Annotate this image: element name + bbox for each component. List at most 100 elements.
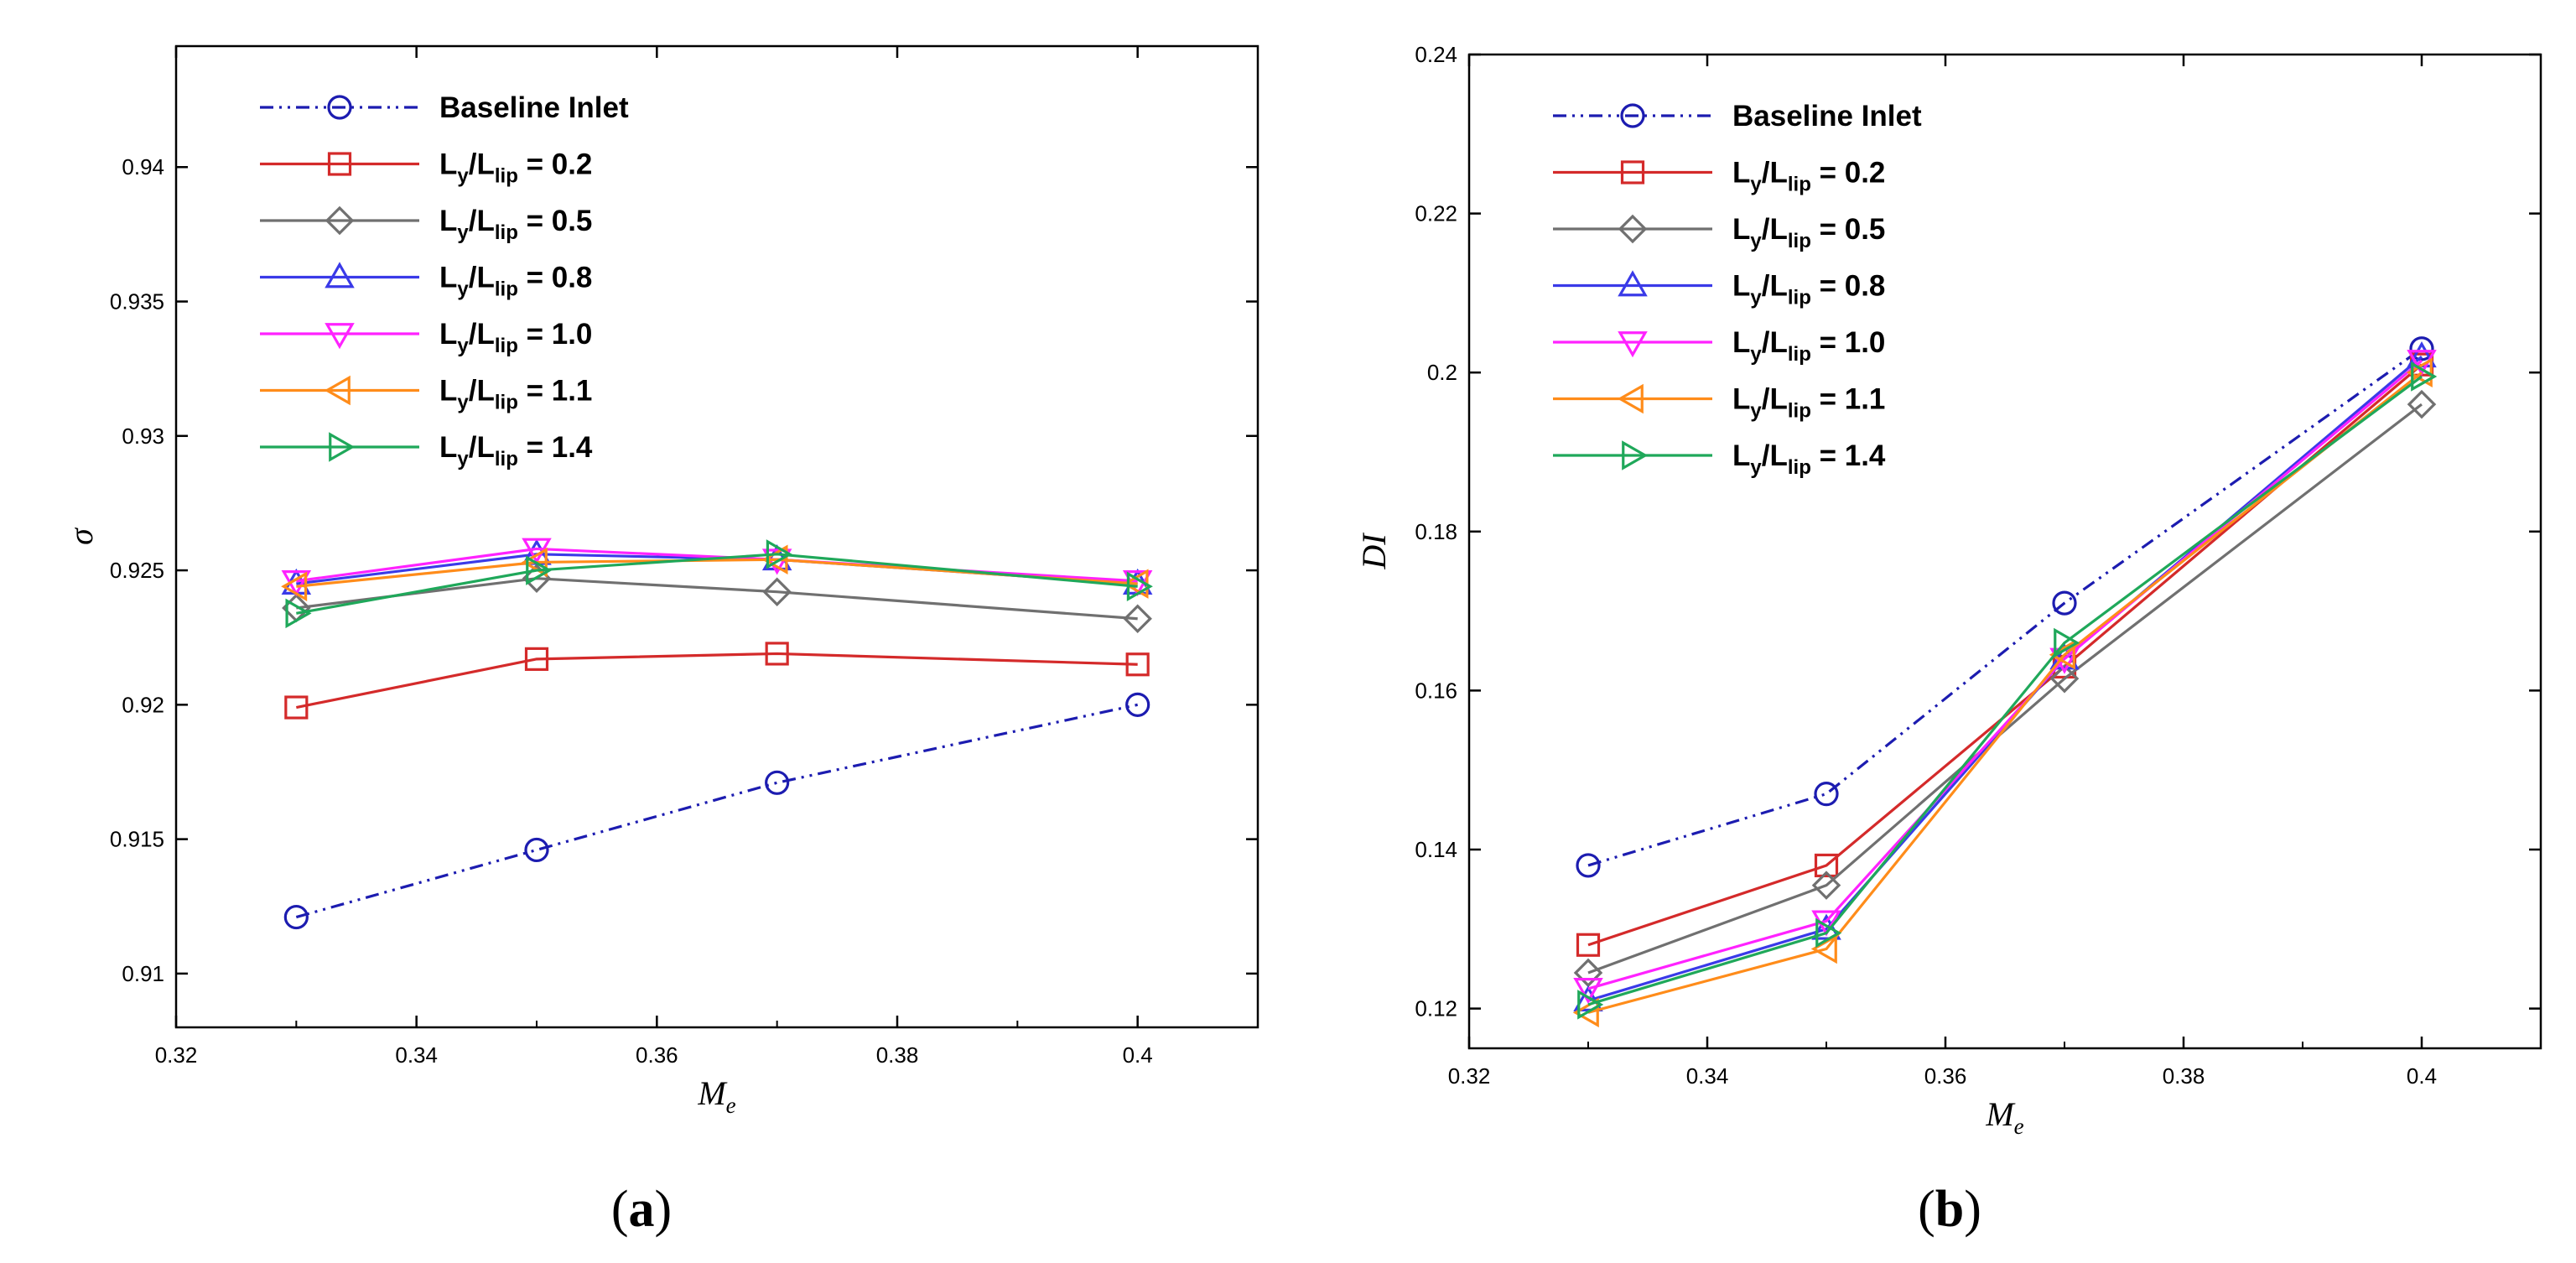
data-point-r05 bbox=[1123, 604, 1152, 634]
legend-label-mid: /L bbox=[469, 262, 495, 294]
legend-marker bbox=[1620, 103, 1645, 128]
data-point-baseline bbox=[283, 904, 309, 930]
series-r05 bbox=[1573, 389, 2437, 988]
legend-label-main: Baseline Inlet bbox=[439, 91, 629, 124]
legend-label-tail: = 1.1 bbox=[518, 375, 593, 408]
legend-marker bbox=[1618, 331, 1648, 358]
legend-marker bbox=[1620, 160, 1645, 185]
legend-item-r05: Ly/Llip = 0.5 bbox=[1553, 213, 1885, 252]
x-tick-label: 0.38 bbox=[876, 1042, 919, 1068]
legend-label: Ly/Llip = 1.1 bbox=[439, 375, 592, 414]
series-line-r14 bbox=[296, 553, 1138, 615]
x-tick-label: 0.32 bbox=[155, 1042, 198, 1068]
legend-label-sub: y bbox=[457, 221, 469, 244]
legend-label: Ly/Llip = 0.5 bbox=[1732, 213, 1885, 252]
legend-label-mid: /L bbox=[469, 375, 495, 408]
legend-item-r10: Ly/Llip = 1.0 bbox=[260, 318, 592, 357]
y-tick-label: 0.915 bbox=[110, 827, 164, 852]
series-r02 bbox=[284, 642, 1150, 720]
chart-a: 0.32 0.34 0.36 0.38 0.4 0.91 0.915 0.92 0.925 0.9… bbox=[62, 44, 1259, 1238]
legend-label-mid: /L bbox=[1762, 439, 1788, 472]
data-point-baseline bbox=[1814, 782, 1839, 807]
data-point-r02 bbox=[284, 695, 309, 720]
panel-label-close: ) bbox=[1964, 1181, 1981, 1238]
legend-label-sub: y bbox=[457, 165, 469, 188]
legend-label-mid: /L bbox=[469, 205, 495, 237]
series-line-r02 bbox=[296, 652, 1138, 709]
y-tick-label: 0.925 bbox=[110, 558, 164, 583]
legend-item-r11: Ly/Llip = 1.1 bbox=[1553, 383, 1885, 423]
legend-item-r05: Ly/Llip = 0.5 bbox=[260, 205, 592, 244]
panel-label-open: ( bbox=[611, 1181, 629, 1238]
legend-label-tail: = 1.4 bbox=[518, 431, 593, 464]
data-point-r02 bbox=[1576, 933, 1601, 957]
panel-label: (b) bbox=[1918, 1181, 1981, 1238]
y-tick-label: 0.22 bbox=[1415, 201, 1457, 226]
legend-item-r14: Ly/Llip = 1.4 bbox=[260, 431, 593, 470]
y-tick-label: 0.2 bbox=[1427, 360, 1457, 385]
data-point-r14 bbox=[1815, 917, 1842, 949]
legend-label: Ly/Llip = 1.0 bbox=[1732, 326, 1885, 366]
legend-label-main: L bbox=[439, 148, 457, 181]
legend-label-sub2: lip bbox=[495, 165, 518, 188]
data-point-r05 bbox=[762, 577, 792, 606]
legend-label-sub2: lip bbox=[495, 278, 518, 301]
legend-marker bbox=[1622, 440, 1649, 470]
legend-marker bbox=[325, 205, 355, 236]
data-point-r11 bbox=[2049, 639, 2075, 670]
legend-marker bbox=[1618, 270, 1648, 297]
legend-label-tail: = 0.5 bbox=[518, 205, 593, 237]
legend-label-tail: = 0.8 bbox=[518, 262, 593, 294]
series-r02 bbox=[1576, 352, 2434, 957]
data-point-r02 bbox=[765, 642, 789, 666]
legend-label: Ly/Llip = 0.5 bbox=[439, 205, 592, 244]
data-point-r02 bbox=[1814, 853, 1839, 878]
data-point-r11 bbox=[1572, 997, 1599, 1028]
y-tick-label: 0.94 bbox=[122, 154, 164, 179]
panel-label: (a) bbox=[611, 1181, 672, 1238]
legend-item-r08: Ly/Llip = 0.8 bbox=[1553, 270, 1885, 309]
legend-label-sub2: lip bbox=[1788, 343, 1811, 366]
series-line-r05 bbox=[1587, 403, 2423, 975]
y-axis-title: σ bbox=[62, 528, 100, 545]
x-axis-title: Me bbox=[697, 1074, 735, 1118]
legend-label-sub: y bbox=[457, 335, 469, 357]
data-point-r14 bbox=[526, 555, 553, 585]
legend-label-main: L bbox=[439, 431, 457, 464]
legend-label-mid: /L bbox=[1762, 157, 1788, 190]
data-point-r11 bbox=[521, 547, 548, 578]
x-tick-label: 0.38 bbox=[2163, 1063, 2205, 1089]
x-tick-label: 0.34 bbox=[1686, 1063, 1729, 1089]
legend-label-sub2: lip bbox=[495, 448, 518, 470]
legend-item-baseline: Baseline Inlet bbox=[260, 91, 629, 124]
data-point-r02 bbox=[524, 647, 549, 671]
legend-label-mid: /L bbox=[1762, 213, 1788, 246]
series-line-baseline bbox=[295, 703, 1139, 919]
legend-item-r02: Ly/Llip = 0.2 bbox=[260, 148, 592, 188]
legend-label-sub: y bbox=[1750, 174, 1762, 196]
legend-label-sub2: lip bbox=[1788, 456, 1811, 479]
x-tick-label: 0.4 bbox=[2407, 1063, 2437, 1089]
legend-item-r02: Ly/Llip = 0.2 bbox=[1553, 157, 1885, 196]
x-axis-title-main: M bbox=[697, 1074, 728, 1112]
data-point-r14 bbox=[2411, 361, 2438, 392]
chart-b: 0.32 0.34 0.36 0.38 0.4 0.12 0.14 0.16 0.18 0.2 0.… bbox=[1355, 42, 2542, 1238]
legend-label-sub2: lip bbox=[1788, 230, 1811, 252]
data-point-r14 bbox=[1577, 990, 1604, 1020]
data-point-r08 bbox=[1811, 913, 1841, 940]
y-tick-label: 0.16 bbox=[1415, 678, 1457, 703]
y-tick-label: 0.91 bbox=[122, 961, 164, 986]
legend-item-r10: Ly/Llip = 1.0 bbox=[1553, 326, 1885, 366]
legend-label-mid: /L bbox=[469, 431, 495, 464]
series-r08 bbox=[1573, 341, 2437, 1011]
x-axis-title-main: M bbox=[1985, 1095, 2016, 1133]
series-line-r08 bbox=[1587, 356, 2423, 1002]
legend-label-main: L bbox=[439, 205, 457, 237]
legend-label-main: L bbox=[1732, 213, 1750, 246]
plot-frame bbox=[174, 44, 1259, 1029]
legend-label-mid: /L bbox=[469, 318, 495, 351]
data-point-r05 bbox=[1811, 871, 1841, 900]
data-point-r08 bbox=[1573, 985, 1603, 1011]
series-line-r14 bbox=[1587, 375, 2423, 1006]
panel-label-close: ) bbox=[655, 1181, 673, 1238]
